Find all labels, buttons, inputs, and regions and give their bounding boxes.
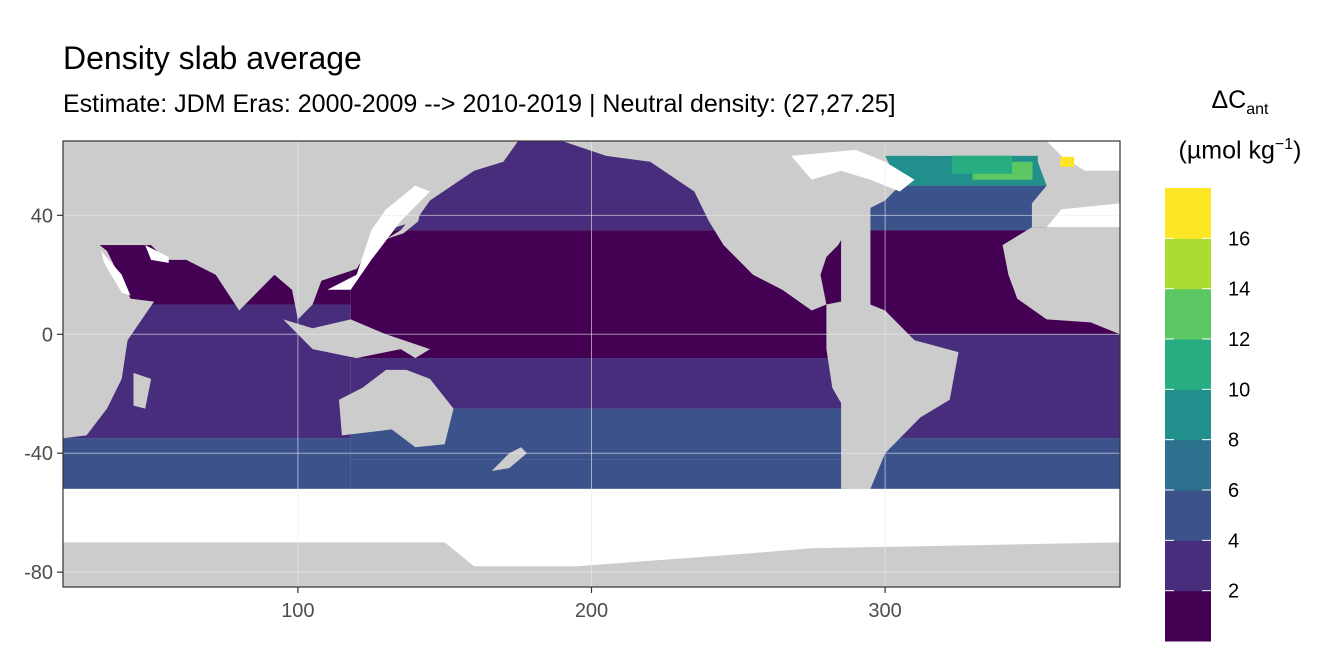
- ocean-band: [63, 438, 351, 489]
- legend-label: 2: [1228, 581, 1239, 603]
- continent-south-america: [826, 298, 959, 498]
- continent-north-america: [562, 141, 900, 311]
- legend-unit-sup: −1: [1274, 136, 1294, 153]
- continent-west-africa: [1002, 227, 1120, 335]
- y-tick-label: -80: [24, 562, 53, 584]
- y-tick-label: 40: [31, 205, 53, 227]
- legend-title-main: ΔC: [1211, 86, 1247, 114]
- chart-subtitle: Estimate: JDM Eras: 2000-2009 --> 2010-2…: [63, 90, 896, 118]
- hotspot-cell: [952, 155, 1013, 174]
- legend-swatch: [1165, 590, 1211, 642]
- legend-title-unit: (µmol kg−1): [1160, 136, 1320, 165]
- chart-title: Density slab average: [63, 40, 362, 76]
- legend-unit-suffix: ): [1293, 136, 1302, 165]
- x-tick-label: 100: [281, 600, 314, 622]
- legend-swatch: [1165, 490, 1211, 541]
- legend-label: 14: [1228, 279, 1250, 301]
- ocean-band: [350, 459, 842, 489]
- missing-persian-gulf: [145, 245, 169, 263]
- continent-australia: [339, 369, 454, 448]
- continent-madagascar: [133, 372, 152, 409]
- legend-unit-prefix: (µmol kg: [1178, 136, 1275, 165]
- legend-label: 8: [1228, 430, 1239, 452]
- legend-label: 12: [1228, 329, 1250, 351]
- missing-hudson-labrador: [791, 149, 915, 192]
- y-tick-label: 0: [42, 324, 53, 346]
- x-tick-label: 300: [868, 600, 901, 622]
- legend-swatch: [1165, 339, 1211, 390]
- continent-asia: [63, 141, 519, 320]
- legend-swatch: [1165, 238, 1211, 290]
- map-panel: [63, 141, 1120, 587]
- legend-swatch: [1165, 389, 1211, 441]
- missing-red-sea: [101, 251, 131, 296]
- y-tick-label: -40: [24, 443, 53, 465]
- legend-swatch: [1165, 288, 1211, 340]
- legend-label: 4: [1228, 530, 1239, 552]
- ocean-band: [870, 438, 1120, 489]
- x-tick-label: 200: [575, 600, 608, 622]
- legend-label: 6: [1228, 480, 1239, 502]
- legend-swatch: [1165, 439, 1211, 491]
- island-indonesia: [283, 319, 430, 359]
- continent-greenland: [899, 141, 950, 156]
- legend-title-sub: ant: [1246, 101, 1269, 118]
- legend-swatch: [1165, 540, 1211, 592]
- legend-label: 16: [1228, 228, 1250, 250]
- missing-asian-marginal: [327, 185, 430, 290]
- legend-label: 10: [1228, 379, 1250, 401]
- legend-swatch: [1165, 188, 1211, 239]
- hotspot-cell: [1060, 156, 1075, 167]
- legend-title-variable: ΔCant: [1160, 86, 1320, 119]
- missing-arctic-norway: [1046, 141, 1120, 171]
- island-japan: [386, 206, 422, 240]
